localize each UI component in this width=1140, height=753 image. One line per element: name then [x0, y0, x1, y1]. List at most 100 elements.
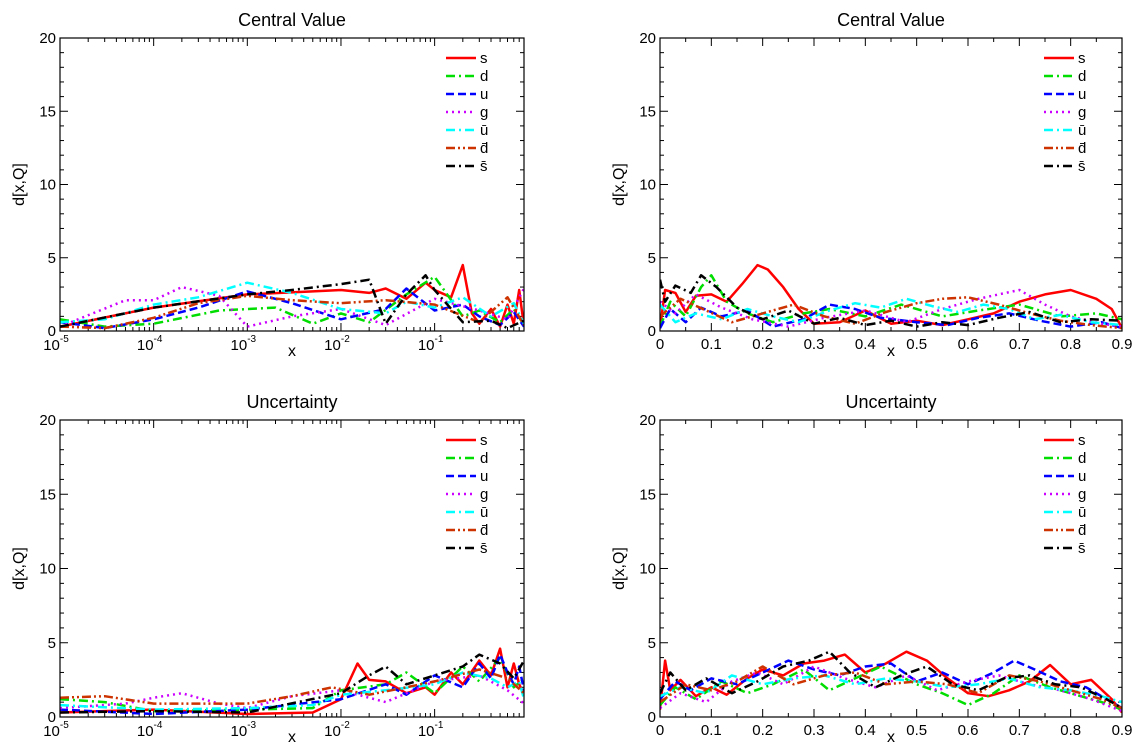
- x-tick-label: 0.3: [804, 336, 825, 353]
- legend-label-4: g: [1078, 486, 1086, 503]
- legend: sdugūd̄s̄: [1044, 432, 1086, 557]
- x-tick-label: 10-5: [43, 720, 69, 740]
- legend-label-1: s: [1078, 432, 1086, 449]
- legend-label-1: s: [1078, 50, 1086, 67]
- legend-label-5: ū: [1078, 504, 1086, 521]
- x-tick-exponent: -3: [247, 720, 256, 731]
- series-lines: [660, 652, 1122, 713]
- y-tick-label: 5: [48, 250, 56, 267]
- x-tick-label: 0.9: [1112, 722, 1133, 739]
- x-tick-label: 0.4: [855, 336, 876, 353]
- plot-panel-4: Uncertainty 0 5 10 15 20 0 0.1 0.2 0.3 0.4 0.5 0.6 0.…: [611, 392, 1132, 746]
- y-tick-label: 15: [639, 486, 656, 503]
- y-tick-label: 15: [39, 486, 56, 503]
- y-tick-label: 15: [639, 103, 656, 120]
- y-tick-label: 0: [648, 709, 656, 726]
- plot-panel-3: Uncertainty0510152010-5 10-4 10-3 10-2 10-1x…: [11, 392, 524, 746]
- x-tick-label: 0: [656, 336, 664, 353]
- legend-label-1: s: [480, 50, 488, 67]
- x-tick-label: 0: [656, 722, 664, 739]
- y-tick-label: 5: [648, 635, 656, 652]
- x-tick-label: 10-5: [43, 334, 69, 354]
- x-tick-label: 0.1: [701, 336, 722, 353]
- plot-panel-2: Central Value 0 5 10 15 20 0 0.1 0.2 0.3 0.4 0.5 0.6…: [611, 10, 1132, 360]
- y-tick-label: 5: [648, 250, 656, 267]
- x-tick-exponent: -2: [341, 720, 350, 731]
- legend-label-7: s̄: [480, 540, 488, 557]
- x-tick-label: 0.5: [906, 336, 927, 353]
- chart-title: Central Value: [238, 10, 346, 30]
- x-tick-label: 0.2: [752, 336, 773, 353]
- x-tick-exponent: -4: [154, 720, 163, 731]
- chart-title: Uncertainty: [845, 392, 936, 412]
- legend-label-3: u: [480, 86, 488, 103]
- x-tick-exponent: -4: [154, 334, 163, 345]
- series-lines: [660, 265, 1122, 328]
- series-line-7: [60, 655, 524, 713]
- chart-title: Central Value: [837, 10, 945, 30]
- x-tick-base: 10: [418, 337, 435, 354]
- y-tick-label: 5: [48, 635, 56, 652]
- x-tick-base: 10: [43, 723, 60, 740]
- legend-label-1: s: [480, 432, 488, 449]
- x-tick-exponent: -5: [60, 720, 69, 731]
- x-tick-exponent: -2: [341, 334, 350, 345]
- x-tick-base: 10: [324, 337, 341, 354]
- legend-label-2: d: [1078, 450, 1086, 467]
- y-tick-label: 20: [639, 412, 656, 429]
- x-tick-base: 10: [231, 723, 248, 740]
- x-tick-base: 10: [137, 723, 154, 740]
- x-tick-label: 0.8: [1060, 722, 1081, 739]
- x-tick-label: 0.8: [1060, 336, 1081, 353]
- series-line-5: [660, 675, 1122, 702]
- x-tick-label: 0.3: [804, 722, 825, 739]
- legend-label-6: d̄: [480, 140, 488, 157]
- y-tick-label: 20: [639, 30, 656, 47]
- series-line-2: [60, 277, 524, 327]
- x-axis-label: x: [288, 729, 296, 746]
- y-axis-label: d[x,Q]: [611, 547, 628, 590]
- x-tick-label: 10-3: [231, 720, 257, 740]
- legend-label-5: ū: [480, 504, 488, 521]
- x-tick-label: 10-3: [231, 334, 257, 354]
- x-tick-label: 0.9: [1112, 336, 1133, 353]
- legend-label-2: d: [480, 68, 488, 85]
- legend-label-2: d: [480, 450, 488, 467]
- x-tick-base: 10: [137, 337, 154, 354]
- legend-label-7: s̄: [480, 158, 488, 175]
- x-tick-label: 0.7: [1009, 336, 1030, 353]
- y-tick-label: 10: [639, 561, 656, 578]
- y-tick-label: 10: [639, 177, 656, 194]
- x-tick-label: 10-2: [324, 720, 350, 740]
- series-line-7: [60, 275, 524, 328]
- x-tick-base: 10: [43, 337, 60, 354]
- legend-label-6: d̄: [480, 522, 488, 539]
- x-tick-exponent: -5: [60, 334, 69, 345]
- legend-label-6: d̄: [1078, 522, 1086, 539]
- x-tick-label: 0.2: [752, 722, 773, 739]
- series-lines: [60, 265, 524, 328]
- x-tick-exponent: -3: [247, 334, 256, 345]
- x-tick-label: 0.6: [958, 336, 979, 353]
- x-tick-label: 0.4: [855, 722, 876, 739]
- y-axis-label: d[x,Q]: [11, 547, 28, 590]
- y-axis-label: d[x,Q]: [611, 163, 628, 206]
- legend-label-4: g: [480, 104, 488, 121]
- y-tick-label: 20: [39, 30, 56, 47]
- legend-label-7: s̄: [1078, 540, 1086, 557]
- plot-frame: [60, 420, 524, 717]
- legend-label-3: u: [1078, 86, 1086, 103]
- x-tick-label: 0.5: [906, 722, 927, 739]
- series-line-1: [60, 265, 524, 327]
- legend-label-5: ū: [1078, 122, 1086, 139]
- x-axis-label: x: [887, 729, 895, 746]
- plot-frame: [660, 38, 1122, 331]
- legend-label-7: s̄: [1078, 158, 1086, 175]
- plot-panel-1: Central Value0510152010-5 10-4 10-3 10-2 10-…: [11, 10, 524, 360]
- legend-label-6: d̄: [1078, 140, 1086, 157]
- x-tick-label: 10-4: [137, 720, 163, 740]
